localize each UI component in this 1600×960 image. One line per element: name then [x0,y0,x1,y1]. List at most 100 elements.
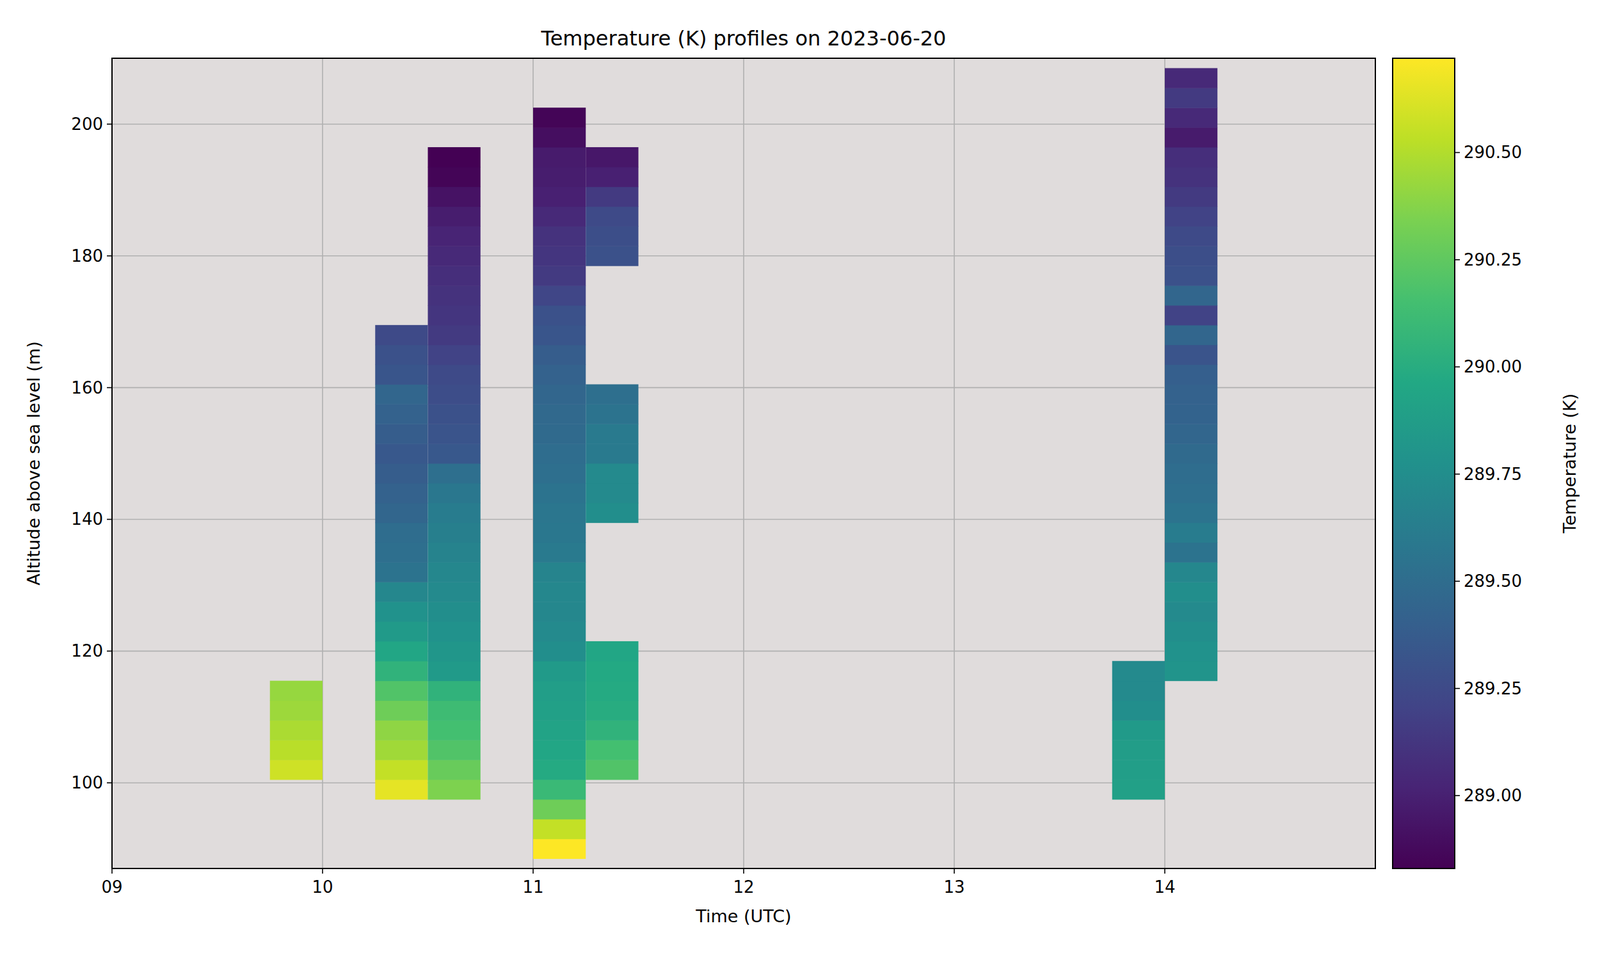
cell [375,700,428,721]
tick-label: 10 [311,877,333,897]
cell [585,384,639,404]
cell [533,483,586,504]
cell [375,759,428,780]
cell [533,819,586,840]
cell [585,443,639,464]
tick [111,868,113,874]
cell [428,463,481,484]
cell [428,542,481,563]
cell [533,344,586,365]
cell [375,779,428,800]
cell [428,561,481,582]
y-label: Altitude above sea level (m) [23,341,44,585]
cell [533,720,586,740]
tick [1454,473,1460,475]
cell [1164,503,1218,523]
colorbar-tick-label: 289.50 [1463,571,1522,591]
tick [106,123,112,125]
cell [585,720,639,740]
cell [533,503,586,523]
cell [585,403,639,424]
cell [270,700,323,721]
cell [375,483,428,504]
cell [585,661,639,681]
cell [428,759,481,780]
cell [428,265,481,286]
cell [428,186,481,207]
cell [533,423,586,444]
colorbar [1392,58,1455,869]
cell [1112,700,1165,721]
cell [428,443,481,464]
cell [375,661,428,681]
cell [533,680,586,701]
x-label: Time (UTC) [695,906,792,927]
cell [533,127,586,148]
cell [533,206,586,227]
cell [428,147,481,168]
cell [533,245,586,266]
cell [585,245,639,266]
tick [1454,580,1460,582]
cell [1164,127,1218,148]
cell [533,661,586,681]
cell [375,641,428,662]
cell [270,759,323,780]
cell [428,503,481,523]
tick-label: 140 [71,509,104,529]
cell [375,423,428,444]
tick [106,650,112,653]
cell [533,463,586,484]
cell [1164,167,1218,187]
cell [533,107,586,128]
colorbar-tick-label: 290.25 [1463,250,1522,270]
tick [1454,794,1460,797]
cell [428,641,481,662]
tick-label: 100 [71,773,104,793]
cell [428,384,481,404]
cell [533,403,586,424]
tick-label: 180 [71,246,104,266]
cell [585,206,639,227]
tick [1454,152,1460,154]
cell [533,759,586,780]
cell [533,561,586,582]
cell [428,285,481,306]
tick-label: 160 [71,378,104,398]
cell [428,483,481,504]
cell [428,621,481,642]
colorbar-label: Temperature (K) [1559,393,1580,534]
cell [1164,561,1218,582]
cell [1164,186,1218,207]
cell [1164,107,1218,128]
tick [106,519,112,521]
tick-label: 12 [732,877,754,897]
cell [428,720,481,740]
cell [428,522,481,543]
cell [428,739,481,760]
tick [1454,688,1460,690]
cell [533,839,586,859]
cell [428,325,481,345]
tick [106,782,112,784]
cell [1164,384,1218,404]
cell [375,581,428,602]
cell [1164,245,1218,266]
cell [533,779,586,800]
cell [533,621,586,642]
cell [1164,344,1218,365]
cell [428,601,481,622]
cell [533,522,586,543]
cell [1164,621,1218,642]
cell [375,463,428,484]
cell [1164,483,1218,504]
tick [1454,259,1460,261]
cell [1164,661,1218,681]
cell [375,384,428,404]
tick-label: 14 [1153,877,1176,897]
cell [375,364,428,385]
cell [533,285,586,306]
tick-label: 200 [71,114,104,134]
cell [533,601,586,622]
cell [585,680,639,701]
